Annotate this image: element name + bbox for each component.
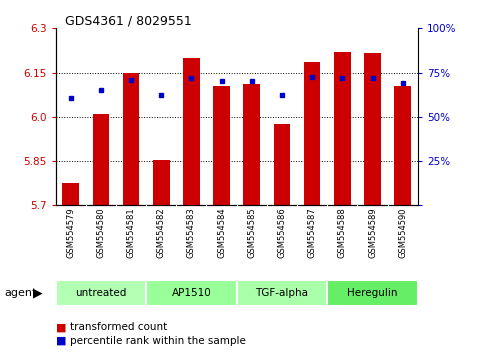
Text: TGF-alpha: TGF-alpha xyxy=(256,288,309,298)
Text: GSM554584: GSM554584 xyxy=(217,207,226,258)
Text: transformed count: transformed count xyxy=(70,322,167,332)
Text: untreated: untreated xyxy=(75,288,127,298)
Text: GSM554581: GSM554581 xyxy=(127,207,136,258)
Bar xyxy=(213,86,230,205)
Bar xyxy=(153,160,170,205)
Text: GSM554583: GSM554583 xyxy=(187,207,196,258)
Text: GSM554590: GSM554590 xyxy=(398,207,407,258)
Text: GSM554589: GSM554589 xyxy=(368,207,377,258)
Bar xyxy=(123,73,139,205)
Bar xyxy=(304,62,320,205)
Text: ▶: ▶ xyxy=(33,286,43,299)
Bar xyxy=(93,114,109,205)
Text: GSM554580: GSM554580 xyxy=(96,207,105,258)
Text: percentile rank within the sample: percentile rank within the sample xyxy=(70,336,246,346)
Text: GSM554586: GSM554586 xyxy=(277,207,286,258)
Bar xyxy=(146,280,237,306)
Bar xyxy=(56,280,146,306)
Bar xyxy=(243,84,260,205)
Bar xyxy=(327,280,418,306)
Text: GSM554582: GSM554582 xyxy=(156,207,166,258)
Text: GSM554588: GSM554588 xyxy=(338,207,347,258)
Text: ■: ■ xyxy=(56,322,66,332)
Text: ■: ■ xyxy=(56,336,66,346)
Text: agent: agent xyxy=(5,288,37,298)
Bar xyxy=(334,52,351,205)
Bar xyxy=(364,53,381,205)
Bar xyxy=(274,124,290,205)
Text: Heregulin: Heregulin xyxy=(347,288,398,298)
Text: GSM554587: GSM554587 xyxy=(308,207,317,258)
Text: GSM554585: GSM554585 xyxy=(247,207,256,258)
Text: GSM554579: GSM554579 xyxy=(66,207,75,258)
Bar xyxy=(62,183,79,205)
Bar xyxy=(395,86,411,205)
Text: AP1510: AP1510 xyxy=(171,288,211,298)
Bar xyxy=(237,280,327,306)
Bar xyxy=(183,58,199,205)
Text: GDS4361 / 8029551: GDS4361 / 8029551 xyxy=(65,14,192,27)
